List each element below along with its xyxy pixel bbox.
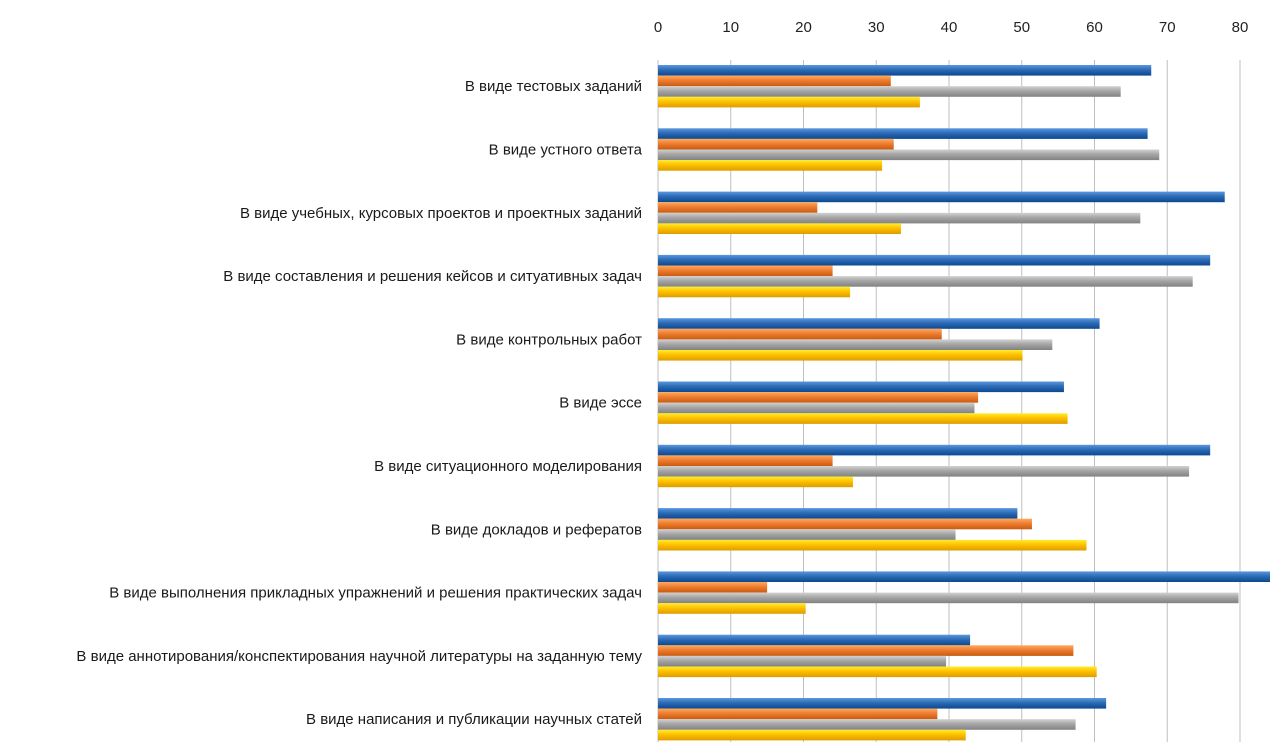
bar-series-4	[658, 476, 853, 488]
category-labels: В виде тестовых заданий В виде устного от…	[76, 78, 642, 728]
bar-series-2	[658, 708, 938, 720]
x-tick-label: 20	[795, 19, 812, 36]
x-tick-label: 60	[1086, 19, 1103, 36]
category-label: В виде учебных, курсовых проектов и прое…	[240, 205, 642, 222]
bar-series-2	[658, 455, 833, 466]
category-label: В виде тестовых заданий	[465, 78, 642, 95]
bar-series-1	[658, 191, 1225, 203]
x-tick-label: 50	[1013, 19, 1030, 36]
bar-series-3	[658, 149, 1160, 161]
bar-series-3	[658, 592, 1239, 604]
bar-series-1	[658, 634, 971, 646]
bar-series-1	[658, 571, 1270, 582]
x-tick-label: 10	[722, 19, 739, 36]
x-tick-label: 0	[654, 19, 662, 36]
bar-series-3	[658, 466, 1190, 477]
bar-series-4	[658, 96, 920, 108]
bar-series-1	[658, 698, 1107, 709]
bar-series-2	[658, 392, 979, 403]
bar-series-4	[658, 666, 1097, 678]
category-label: В виде устного ответа	[489, 142, 643, 159]
bar-series-3	[658, 402, 975, 414]
bar-series-4	[658, 539, 1087, 551]
bar-series-4	[658, 603, 806, 614]
x-axis-ticks: 0 10 20 30 40 50 60 70 80	[654, 19, 1249, 36]
x-tick-label: 70	[1159, 19, 1176, 36]
bar-series-3	[658, 212, 1141, 224]
bar-series-1	[658, 254, 1211, 266]
bar-series-2	[658, 265, 833, 277]
bar-series-1	[658, 318, 1100, 329]
bar-series-1	[658, 508, 1018, 519]
bars	[658, 65, 1270, 741]
bar-series-1	[658, 381, 1064, 393]
bar-series-3	[658, 719, 1076, 730]
bar-series-1	[658, 128, 1148, 139]
bar-series-4	[658, 223, 901, 234]
bar-series-4	[658, 350, 1023, 361]
bar-series-1	[658, 444, 1211, 456]
category-label: В виде контрольных работ	[456, 331, 642, 348]
bar-series-4	[658, 729, 966, 741]
bar-series-2	[658, 645, 1074, 656]
bar-series-2	[658, 582, 768, 593]
category-label: В виде докладов и рефератов	[431, 521, 642, 538]
bar-series-3	[658, 276, 1193, 287]
bar-series-3	[658, 339, 1053, 350]
category-label: В виде составления и решения кейсов и си…	[223, 268, 642, 285]
bar-series-2	[658, 138, 894, 150]
category-label: В виде эссе	[559, 395, 642, 412]
bar-series-3	[658, 655, 947, 667]
bar-series-3	[658, 86, 1121, 97]
bar-series-3	[658, 529, 956, 540]
x-tick-label: 80	[1232, 19, 1249, 36]
x-tick-label: 30	[868, 19, 885, 36]
bar-series-2	[658, 328, 942, 340]
bar-series-2	[658, 202, 818, 213]
bar-series-4	[658, 413, 1068, 424]
category-label: В виде ситуационного моделирования	[374, 458, 642, 475]
category-label: В виде написания и публикации научных ст…	[306, 711, 642, 728]
x-tick-label: 40	[941, 19, 958, 36]
bar-series-2	[658, 518, 1032, 530]
bar-series-4	[658, 160, 883, 171]
bar-series-4	[658, 286, 851, 298]
bar-series-1	[658, 65, 1152, 76]
category-label: В виде выполнения прикладных упражнений …	[109, 585, 642, 602]
bar-series-2	[658, 75, 891, 87]
category-label: В виде аннотирования/конспектирования на…	[76, 648, 642, 665]
